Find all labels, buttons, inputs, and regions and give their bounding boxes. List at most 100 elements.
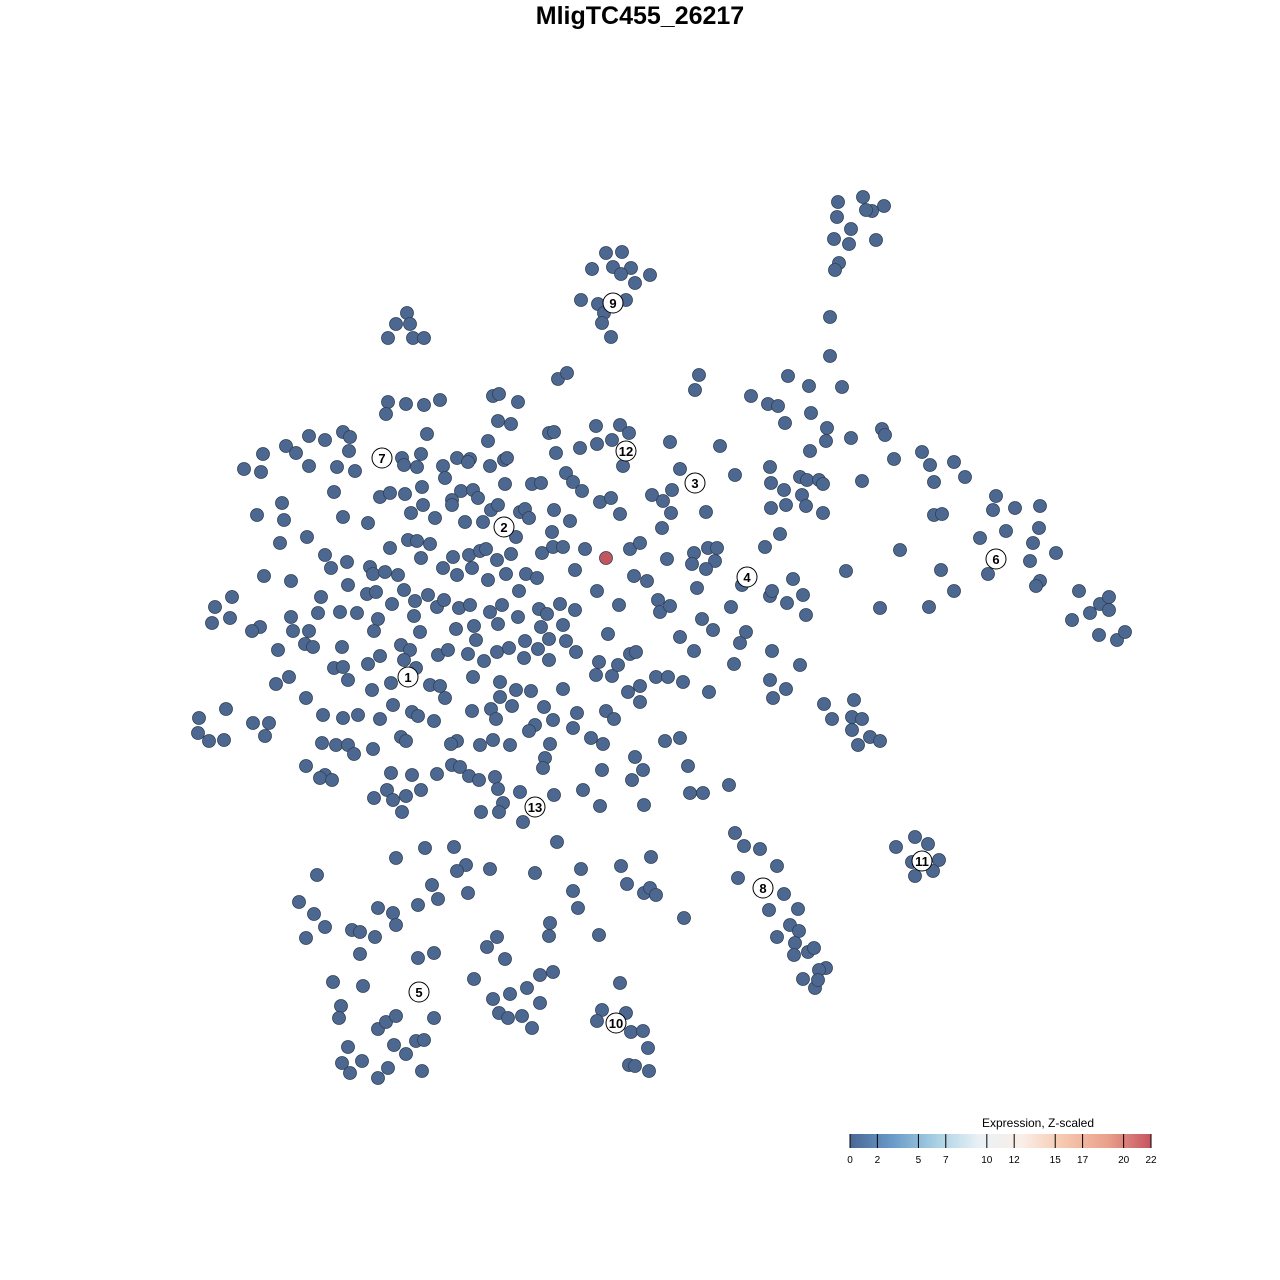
data-point bbox=[547, 788, 561, 802]
data-point bbox=[770, 930, 784, 944]
data-point bbox=[574, 293, 588, 307]
data-point bbox=[574, 862, 588, 876]
data-point bbox=[573, 441, 587, 455]
data-point bbox=[356, 979, 370, 993]
data-point bbox=[764, 476, 778, 490]
data-point bbox=[347, 747, 361, 761]
data-point bbox=[702, 685, 716, 699]
data-point bbox=[765, 584, 779, 598]
data-point bbox=[649, 888, 663, 902]
data-point bbox=[458, 515, 472, 529]
data-point bbox=[661, 670, 675, 684]
data-point bbox=[796, 588, 810, 602]
data-point bbox=[568, 603, 582, 617]
data-point bbox=[505, 699, 519, 713]
data-point bbox=[739, 625, 753, 639]
data-point bbox=[410, 460, 424, 474]
cluster-label-badge bbox=[684, 472, 706, 494]
data-point bbox=[488, 770, 502, 784]
data-point bbox=[208, 600, 222, 614]
data-point bbox=[628, 1059, 642, 1073]
data-point bbox=[780, 596, 794, 610]
data-point bbox=[947, 455, 961, 469]
data-point bbox=[423, 537, 437, 551]
data-point bbox=[237, 462, 251, 476]
data-point bbox=[316, 708, 330, 722]
data-point bbox=[584, 731, 598, 745]
data-point bbox=[653, 605, 667, 619]
data-point bbox=[823, 310, 837, 324]
data-point bbox=[733, 636, 747, 650]
data-point bbox=[791, 902, 805, 916]
data-point bbox=[637, 798, 651, 812]
data-point bbox=[334, 999, 348, 1013]
data-point bbox=[511, 610, 525, 624]
data-point bbox=[403, 643, 417, 657]
data-point bbox=[763, 673, 777, 687]
data-point bbox=[284, 574, 298, 588]
data-point bbox=[381, 1061, 395, 1075]
data-point bbox=[414, 447, 428, 461]
data-point bbox=[556, 618, 570, 632]
data-point bbox=[873, 601, 887, 615]
data-point bbox=[383, 541, 397, 555]
data-point bbox=[329, 738, 343, 752]
data-point bbox=[493, 675, 507, 689]
data-point bbox=[427, 946, 441, 960]
data-point bbox=[262, 716, 276, 730]
data-point bbox=[342, 444, 356, 458]
data-point bbox=[629, 645, 643, 659]
data-point bbox=[531, 642, 545, 656]
data-point bbox=[624, 1025, 638, 1039]
data-point bbox=[828, 263, 842, 277]
data-point bbox=[533, 996, 547, 1010]
data-point bbox=[191, 726, 205, 740]
data-point bbox=[695, 612, 709, 626]
data-point bbox=[336, 660, 350, 674]
data-point bbox=[643, 268, 657, 282]
cluster-label-1: 1 bbox=[397, 666, 419, 688]
data-point bbox=[425, 878, 439, 892]
data-point bbox=[625, 773, 639, 787]
data-point bbox=[348, 464, 362, 478]
cluster-label-badge bbox=[493, 516, 515, 538]
data-point bbox=[547, 503, 561, 517]
data-point bbox=[699, 562, 713, 576]
data-point bbox=[225, 590, 239, 604]
data-point bbox=[569, 645, 583, 659]
data-point bbox=[1092, 628, 1106, 642]
cluster-label-text: 5 bbox=[415, 985, 422, 1000]
data-point bbox=[878, 428, 892, 442]
data-point bbox=[504, 547, 518, 561]
data-point bbox=[699, 505, 713, 519]
data-point bbox=[792, 924, 806, 938]
data-point bbox=[611, 658, 625, 672]
data-point-high bbox=[599, 551, 613, 565]
data-point bbox=[764, 501, 778, 515]
data-point bbox=[371, 612, 385, 626]
data-point bbox=[831, 195, 845, 209]
data-point bbox=[627, 569, 641, 583]
data-point bbox=[628, 276, 642, 290]
data-point bbox=[835, 380, 849, 394]
data-point bbox=[389, 317, 403, 331]
data-point bbox=[825, 712, 839, 726]
data-point bbox=[559, 634, 573, 648]
data-point bbox=[373, 712, 387, 726]
data-point bbox=[471, 491, 485, 505]
data-point bbox=[934, 563, 948, 577]
data-point bbox=[275, 496, 289, 510]
data-point bbox=[250, 508, 264, 522]
data-point bbox=[613, 507, 627, 521]
data-point bbox=[477, 654, 491, 668]
data-point bbox=[444, 737, 458, 751]
data-point bbox=[633, 679, 647, 693]
data-point bbox=[313, 771, 327, 785]
data-point bbox=[696, 786, 710, 800]
data-point bbox=[753, 842, 767, 856]
data-point bbox=[685, 557, 699, 571]
data-point bbox=[1032, 521, 1046, 535]
data-point bbox=[367, 791, 381, 805]
data-point bbox=[310, 868, 324, 882]
